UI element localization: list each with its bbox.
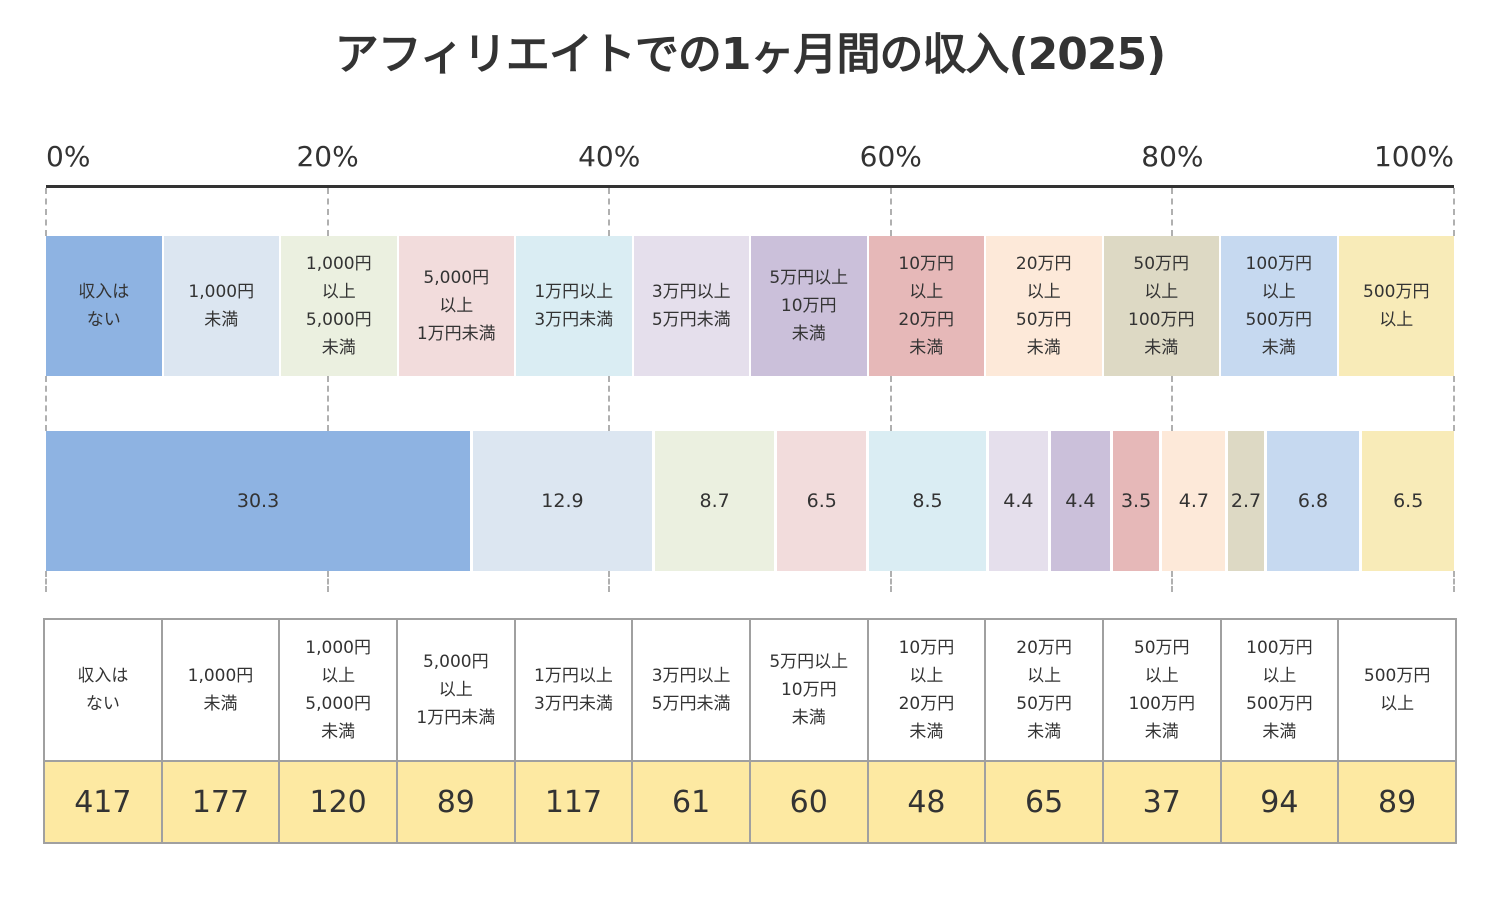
- table-header-cell: 1万円以上 3万円未満: [513, 618, 634, 762]
- bar-data-label: 6.5: [1393, 490, 1424, 512]
- x-tick-label: 100%: [1373, 140, 1454, 173]
- table-count-cell: 177: [160, 760, 281, 844]
- x-axis-line: [46, 185, 1454, 188]
- legend-item: 収入は ない: [46, 236, 162, 376]
- table-header-cell: 100万円 以上 500万円 未満: [1219, 618, 1340, 762]
- bar-segment: 30.3: [46, 431, 474, 571]
- bar-segment: 6.8: [1266, 431, 1363, 571]
- gridline: [608, 571, 611, 592]
- legend-item: 1万円以上 3万円未満: [516, 236, 632, 376]
- table-count-cell: 65: [984, 760, 1104, 844]
- gridline: [889, 571, 892, 592]
- table-header-row: 収入は ない 1,000円 未満 1,000円 以上 5,000円 未満 5,000円…: [43, 618, 1457, 762]
- gridline: [45, 188, 47, 236]
- bar-data-label: 8.5: [912, 490, 943, 512]
- x-tick-label: 0%: [46, 140, 91, 173]
- bar-segment: 8.5: [869, 431, 989, 571]
- gridline: [1171, 376, 1174, 431]
- table-header-cell: 収入は ない: [43, 618, 163, 762]
- bar-data-label: 3.5: [1120, 490, 1152, 512]
- table-count-cell: 61: [631, 760, 751, 844]
- legend-item: 5,000円 以上 1万円未満: [398, 236, 514, 376]
- bar-data-label: 4.7: [1178, 490, 1209, 512]
- table-header-cell: 1,000円 以上 5,000円 未満: [278, 618, 398, 762]
- legend-item: 3万円以上 5万円未満: [633, 236, 749, 376]
- legend-item: 20万円 以上 50万円 未満: [986, 236, 1102, 376]
- bar-data-label: 30.3: [236, 490, 280, 512]
- table-header-cell: 5,000円 以上 1万円未満: [395, 618, 516, 762]
- bar-segment: 4.4: [1050, 431, 1113, 571]
- legend-item: 10万円 以上 20万円 未満: [868, 236, 984, 376]
- bar-segment: 4.4: [988, 431, 1051, 571]
- gridline: [608, 188, 611, 236]
- gridline: [1171, 571, 1174, 592]
- legend-item: 50万円 以上 100万円 未満: [1103, 236, 1219, 376]
- count-table: 収入は ない 1,000円 未満 1,000円 以上 5,000円 未満 5,000円…: [43, 618, 1457, 844]
- bar-segment: 3.5: [1112, 431, 1163, 571]
- table-count-cell: 89: [395, 760, 516, 844]
- table-header-cell: 500万円 以上: [1337, 618, 1457, 762]
- gridline: [1453, 188, 1455, 236]
- legend-item: 1,000円 未満: [163, 236, 279, 376]
- chart-title: アフィリエイトでの1ヶ月間の収入(2025): [334, 29, 1166, 80]
- table-header-cell: 20万円 以上 50万円 未満: [984, 618, 1104, 762]
- bar-segment: 8.7: [654, 431, 778, 571]
- bar-data-label: 12.9: [541, 490, 584, 512]
- legend-item: 5万円以上 10万円 未満: [751, 236, 867, 376]
- bar-data-label: 2.7: [1230, 490, 1262, 512]
- gridline: [326, 188, 329, 236]
- gridline: [45, 376, 47, 431]
- bar-data-label: 8.7: [699, 490, 730, 512]
- table-count-cell: 60: [748, 760, 869, 844]
- bar-data-label: 6.5: [806, 490, 837, 512]
- table-count-cell: 117: [513, 760, 634, 844]
- table-count-cell: 37: [1101, 760, 1222, 844]
- table-count-cell: 417: [43, 760, 163, 844]
- gridline: [1171, 188, 1174, 236]
- table-value-row: 417 177 120 89 117 61 60 48 65 37 94 89: [43, 760, 1457, 844]
- table-header-cell: 3万円以上 5万円未満: [631, 618, 751, 762]
- gridline: [326, 376, 329, 431]
- legend-item: 500万円 以上: [1338, 236, 1454, 376]
- x-tick-label: 40%: [578, 140, 641, 173]
- bar-data-label: 6.8: [1297, 490, 1329, 512]
- stacked-bar: 30.3 12.9 8.7 6.5 8.5 4.4 4.4 3.5 4.7 2.7 6.8 6.5: [46, 431, 1454, 571]
- gridline: [889, 376, 892, 431]
- table-count-cell: 120: [278, 760, 398, 844]
- x-tick-label: 80%: [1141, 140, 1204, 173]
- legend: 収入は ない 1,000円 未満 1,000円 以上 5,000円 未満 5,000円…: [46, 236, 1454, 376]
- bar-segment: 6.5: [777, 431, 870, 571]
- gridline: [1453, 571, 1455, 592]
- table-header-cell: 10万円 以上 20万円 未満: [866, 618, 987, 762]
- gridline: [326, 571, 329, 592]
- gridline: [45, 571, 47, 592]
- table-count-cell: 94: [1219, 760, 1340, 844]
- table-count-cell: 89: [1337, 760, 1457, 844]
- bar-data-label: 4.4: [1065, 490, 1096, 512]
- gridline: [1453, 376, 1455, 431]
- legend-item: 1,000円 以上 5,000円 未満: [281, 236, 397, 376]
- bar-segment: 2.7: [1228, 431, 1267, 571]
- table-header-cell: 1,000円 未満: [160, 618, 281, 762]
- x-tick-label: 60%: [859, 140, 922, 173]
- table-header-cell: 50万円 以上 100万円 未満: [1101, 618, 1222, 762]
- bar-segment: 6.5: [1362, 431, 1454, 571]
- bar-segment: 4.7: [1162, 431, 1229, 571]
- gridline: [608, 376, 611, 431]
- legend-item: 100万円 以上 500万円 未満: [1221, 236, 1337, 376]
- table-header-cell: 5万円以上 10万円 未満: [748, 618, 869, 762]
- bar-segment: 12.9: [473, 431, 655, 571]
- bar-data-label: 4.4: [1003, 490, 1034, 512]
- gridline: [889, 188, 892, 236]
- x-tick-label: 20%: [296, 140, 359, 173]
- table-count-cell: 48: [866, 760, 987, 844]
